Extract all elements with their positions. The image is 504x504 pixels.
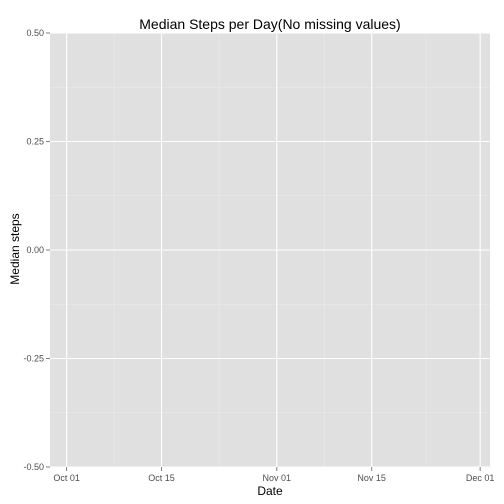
- x-tick-label: Nov 01: [263, 473, 292, 483]
- x-tick-label: Dec 01: [466, 473, 495, 483]
- x-tick-label: Oct 01: [53, 473, 80, 483]
- y-axis-label: Median steps: [8, 213, 22, 284]
- y-tick-label: 0.00: [26, 245, 44, 255]
- y-tick-label: -0.25: [23, 354, 44, 364]
- x-axis-label: Date: [257, 484, 283, 498]
- major-gridlines: [50, 32, 490, 468]
- y-tick-label: 0.25: [26, 137, 44, 147]
- x-tick-label: Nov 15: [357, 473, 386, 483]
- y-tick-label: -0.50: [23, 462, 44, 472]
- y-axis: 0.50 0.25 0.00 -0.25 -0.50: [23, 28, 50, 472]
- y-tick-label: 0.50: [26, 28, 44, 38]
- chart-title: Median Steps per Day(No missing values): [139, 16, 400, 32]
- x-tick-label: Oct 15: [148, 473, 175, 483]
- x-axis: Oct 01 Oct 15 Nov 01 Nov 15 Dec 01: [53, 467, 494, 483]
